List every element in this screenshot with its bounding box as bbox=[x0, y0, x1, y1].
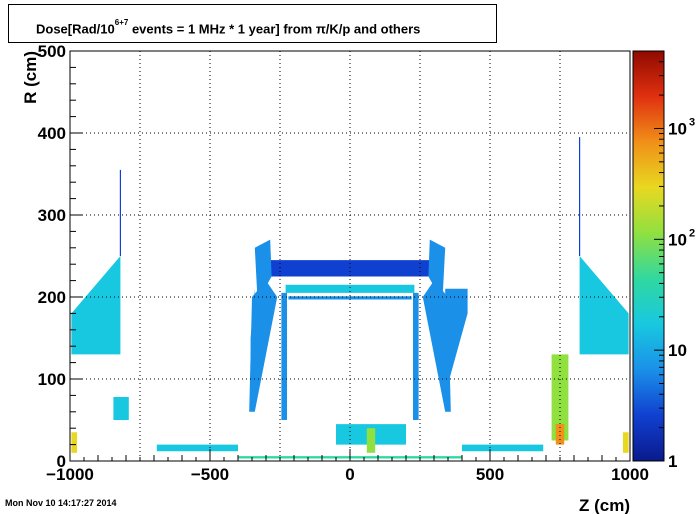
heatmap-region-top-band bbox=[266, 260, 434, 277]
x-axis-label: Z (cm) bbox=[579, 496, 630, 514]
heatmap-region-right-corner-hot bbox=[623, 432, 629, 453]
y-tick-label: 400 bbox=[38, 124, 66, 143]
y-tick-label: 200 bbox=[38, 288, 66, 307]
heatmap-region-left-column bbox=[281, 292, 287, 420]
heatmap-region-right-yellow-block bbox=[551, 354, 569, 441]
heatmap-region-left-endcap-wedge bbox=[71, 256, 121, 355]
x-tick-label: 1000 bbox=[611, 465, 649, 484]
x-tick-label: −500 bbox=[191, 465, 229, 484]
heatmap-region-left-corner-hot bbox=[71, 432, 77, 453]
heatmap-region-left-side-wedge bbox=[249, 280, 278, 412]
heatmap-region-left-small-block bbox=[113, 397, 129, 420]
heatmap-region-inner-frame-top2 bbox=[288, 296, 412, 300]
x-tick-label: 500 bbox=[476, 465, 504, 484]
colorbar-tick-label: 10 bbox=[668, 341, 687, 360]
heatmap-region-right-spike bbox=[579, 137, 581, 256]
heatmap-region-right-orange-core bbox=[555, 424, 565, 445]
y-tick-label: 300 bbox=[38, 206, 66, 225]
y-tick-label: 500 bbox=[38, 42, 66, 61]
colorbar-tick-label: 1 bbox=[668, 452, 677, 471]
heatmap-region-inner-frame-top bbox=[285, 284, 415, 293]
heatmap-region-top-left-corner bbox=[254, 239, 272, 302]
y-axis-label: R (cm) bbox=[21, 51, 40, 104]
x-tick-label: 0 bbox=[345, 465, 354, 484]
heatmap-region-right-side-wedge bbox=[422, 280, 451, 412]
heatmap-region-left-spike bbox=[119, 169, 121, 256]
date-stamp: Mon Nov 10 14:17:27 2014 bbox=[5, 498, 117, 508]
heatmap-region-top-right-corner bbox=[428, 239, 446, 302]
colorbar-tick-exponent: 3 bbox=[689, 116, 695, 128]
y-tick-label: 0 bbox=[57, 452, 66, 471]
heatmap-region-right-far-wedge bbox=[445, 288, 468, 379]
heatmap-region-right-endcap-wedge bbox=[579, 256, 629, 355]
colorbar-tick-label: 10 bbox=[668, 119, 687, 138]
colorbar-tick-exponent: 2 bbox=[689, 227, 695, 239]
title-box: Dose[Rad/106+7 events = 1 MHz * 1 year] … bbox=[8, 4, 497, 43]
x-tick-label: −1000 bbox=[46, 465, 94, 484]
colorbar-tick-label: 10 bbox=[668, 230, 687, 249]
y-tick-label: 100 bbox=[38, 370, 66, 389]
chart-title: Dose[Rad/106+7 events = 1 MHz * 1 year] … bbox=[36, 18, 421, 37]
heatmap-region-right-floor-strip bbox=[462, 444, 544, 452]
heatmap-region-right-column bbox=[413, 292, 419, 420]
heatmap-region-left-floor-strip bbox=[156, 444, 238, 452]
heatmap-region-center-yellow bbox=[366, 428, 376, 453]
heatmap-region-left-far-wedge bbox=[250, 288, 255, 379]
